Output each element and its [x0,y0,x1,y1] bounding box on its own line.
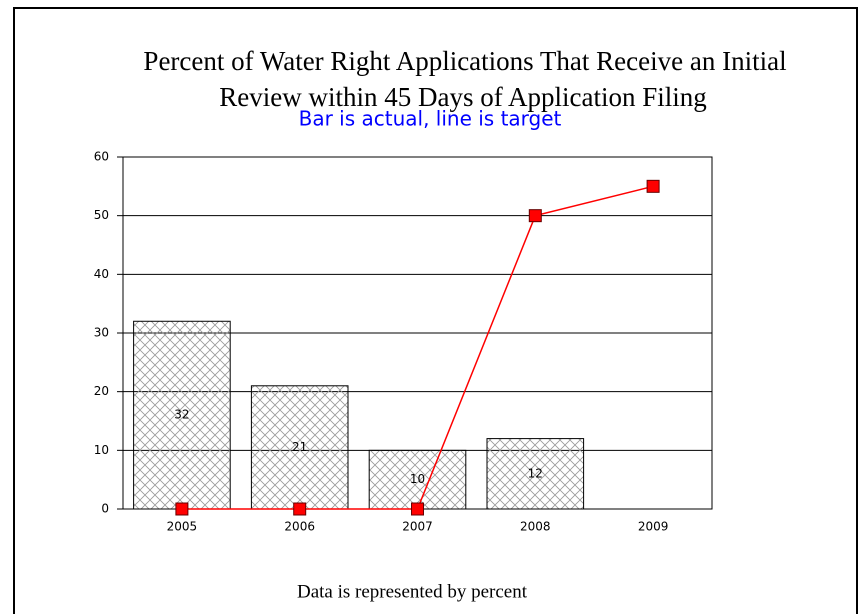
y-tick-label: 10 [94,443,109,457]
target-marker [411,502,424,516]
y-tick-label: 60 [94,150,109,164]
y-tick-label: 30 [94,326,109,340]
data-label: 12 [528,466,543,480]
chart-title: Review within 45 Days of Application Fil… [219,82,706,112]
chart-subtitle: Bar is actual, line is target [299,107,562,131]
y-tick-label: 20 [94,384,109,398]
target-marker [293,502,307,516]
data-label: 10 [410,472,425,486]
bar [486,438,585,510]
x-tick-label: 2005 [167,520,198,534]
y-tick-label: 0 [101,502,109,516]
x-tick-label: 2007 [402,520,433,534]
bar [133,320,231,510]
data-label: 21 [292,440,307,454]
frame [13,7,858,614]
x-tick-label: 2006 [284,520,315,534]
footer-note: Data is represented by percent [297,581,528,602]
data-label: 32 [174,408,189,422]
target-marker [646,179,660,193]
bar [250,385,349,510]
x-tick-label: 2008 [520,520,551,534]
target-marker [175,502,189,516]
y-tick-label: 50 [94,208,109,222]
target-marker [528,209,542,223]
bar [368,449,467,510]
x-tick-label: 2009 [638,520,669,534]
y-tick-label: 40 [94,267,109,281]
chart-title: Percent of Water Right Applications That… [143,46,786,76]
